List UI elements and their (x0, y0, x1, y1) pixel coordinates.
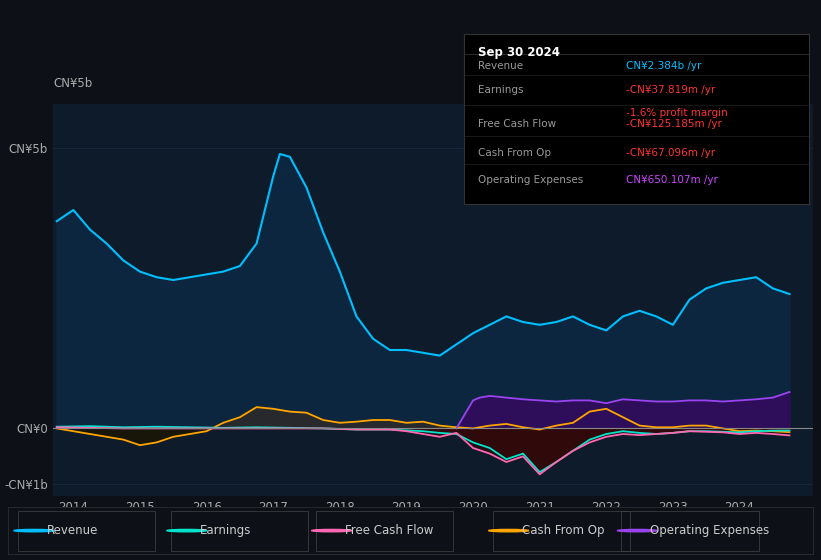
Text: -CN¥37.819m /yr: -CN¥37.819m /yr (626, 85, 715, 95)
Text: Revenue: Revenue (47, 524, 99, 537)
Text: -1.6% profit margin: -1.6% profit margin (626, 108, 727, 118)
Text: -CN¥67.096m /yr: -CN¥67.096m /yr (626, 148, 715, 158)
Text: Cash From Op: Cash From Op (521, 524, 604, 537)
Text: CN¥650.107m /yr: CN¥650.107m /yr (626, 175, 718, 185)
Text: Earnings: Earnings (478, 85, 523, 95)
Text: Sep 30 2024: Sep 30 2024 (478, 45, 560, 59)
Circle shape (14, 529, 54, 532)
Circle shape (167, 529, 207, 532)
Text: Free Cash Flow: Free Cash Flow (345, 524, 433, 537)
Text: Earnings: Earnings (200, 524, 251, 537)
Text: Revenue: Revenue (478, 61, 523, 71)
Text: CN¥5b: CN¥5b (53, 77, 93, 90)
Text: Free Cash Flow: Free Cash Flow (478, 119, 556, 129)
Text: Cash From Op: Cash From Op (478, 148, 551, 158)
Circle shape (488, 529, 529, 532)
Text: Operating Expenses: Operating Expenses (478, 175, 583, 185)
Text: CN¥2.384b /yr: CN¥2.384b /yr (626, 61, 701, 71)
Text: -CN¥125.185m /yr: -CN¥125.185m /yr (626, 119, 722, 129)
Circle shape (617, 529, 658, 532)
Text: Operating Expenses: Operating Expenses (650, 524, 769, 537)
Circle shape (311, 529, 351, 532)
